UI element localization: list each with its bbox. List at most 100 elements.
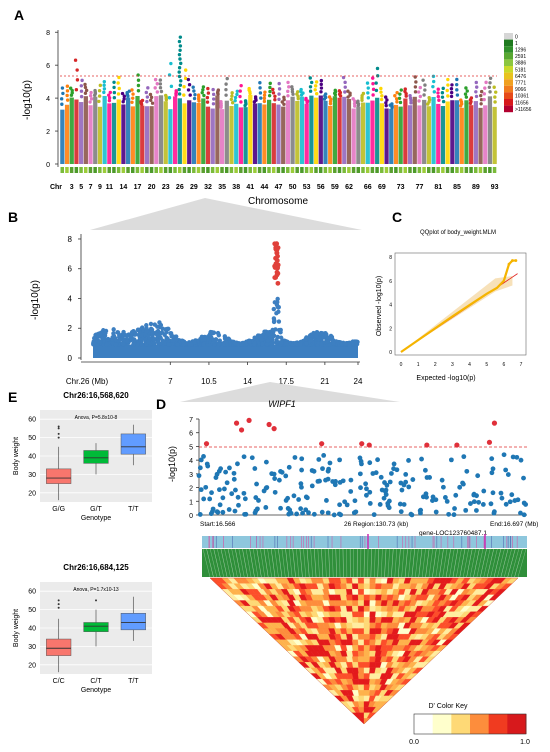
panel-a-point (211, 102, 216, 106)
panel-d-heatmap-cell (357, 600, 365, 607)
panel-b-point (279, 340, 284, 345)
panel-a-point (361, 91, 366, 96)
panel-a-point (423, 83, 427, 87)
panel-d-point (490, 466, 496, 472)
panel-a-density-cell (107, 167, 111, 173)
panel-a-point (131, 96, 135, 100)
panel-a-density-cell (361, 167, 365, 173)
panel-b-point (168, 331, 173, 336)
panel-a-chromosome-band (140, 105, 145, 164)
panel-d-point (249, 455, 255, 461)
panel-d-point (480, 502, 486, 507)
panel-b-point (324, 332, 329, 337)
panel-b-point (273, 327, 278, 332)
panel-b-point (120, 341, 126, 347)
panel-d-point (306, 510, 311, 516)
panel-a-point (178, 57, 182, 61)
panel-a-point (258, 81, 262, 85)
panel-b-point (189, 341, 194, 347)
panel-a-legend-label: 9066 (515, 87, 526, 93)
panel-a-chromosome-band (459, 107, 464, 164)
panel-d-fan-line (274, 548, 279, 578)
panel-a-point (446, 83, 450, 87)
panel-e2-ylabel: Body weight (13, 609, 20, 647)
panel-d-fan-line (335, 548, 337, 578)
panel-d-heatmap-cell (340, 577, 348, 584)
panel-b-point (252, 340, 257, 346)
panel-d-point (403, 471, 409, 477)
panel-d-point (222, 486, 227, 492)
panel-b-point (118, 337, 123, 342)
panel-a-xtick-label: 59 (331, 184, 339, 191)
panel-a-point (323, 92, 328, 96)
panel-d-point (252, 466, 258, 471)
panel-a-legend-label: 11656 (515, 100, 529, 106)
panel-a-point (169, 61, 173, 66)
panel-d-significant-point (366, 442, 372, 448)
panel-a-point (159, 89, 164, 94)
panel-d-point (272, 476, 278, 481)
panel-a-point (84, 88, 89, 93)
panel-d-heatmap-cell (375, 600, 382, 607)
panel-d-colorkey-max: 1.0 (520, 739, 530, 746)
panel-a-legend-label: >11656 (515, 107, 532, 113)
panel-d-heatmap-cell (363, 611, 371, 618)
panel-a-density-cell (126, 167, 130, 173)
panel-d-point (204, 461, 210, 467)
panel-a-xtick-label: 53 (303, 184, 311, 191)
panel-a-density-cell (309, 167, 314, 173)
panel-a-density-cell (239, 167, 243, 173)
panel-d-heatmap-cell (357, 673, 365, 680)
panel-a-point (450, 83, 454, 87)
panel-d-heatmap-cell (346, 594, 353, 601)
panel-b-point (331, 341, 336, 346)
panel-a-point (229, 97, 234, 102)
panel-a-point (346, 89, 350, 93)
panel-d-ytick-label: 0 (189, 513, 193, 520)
panel-b-point (131, 337, 137, 342)
panel-a-point (178, 48, 182, 52)
panel-a-chromosome-band (107, 103, 112, 164)
panel-a-point (313, 88, 317, 92)
panel-b-point (304, 341, 309, 346)
panel-d-point (442, 495, 448, 500)
panel-a-legend-swatch (504, 46, 513, 53)
panel-a-density-cell (271, 167, 276, 173)
panel-letter-b: B (8, 209, 18, 225)
panel-d-point (451, 512, 457, 518)
panel-b-point (215, 330, 221, 336)
panel-a-point (366, 96, 371, 100)
panel-a-point (493, 100, 497, 104)
panel-d-heatmap-cell (375, 611, 382, 618)
panel-b-point (347, 342, 352, 347)
panel-a-chromosome-band (431, 96, 436, 164)
panel-a-point (183, 76, 188, 81)
panel-b-point (235, 342, 241, 347)
panel-a-chromosome-band (299, 96, 305, 164)
panel-a-density-cell (74, 167, 79, 173)
panel-a-density-cell (380, 167, 384, 173)
panel-a-chromosome-band (318, 95, 323, 164)
panel-b-point (221, 342, 226, 347)
panel-a-point (65, 93, 69, 98)
panel-a-point (262, 99, 267, 104)
panel-d-point (439, 477, 445, 483)
panel-a-chromosome-band (168, 109, 173, 164)
panel-a-density-cell (408, 167, 412, 173)
panel-d-heatmap-cell (363, 656, 371, 663)
panel-d-fan-line (245, 548, 252, 578)
panel-a-density-cell (159, 167, 163, 173)
panel-a-point (314, 80, 319, 84)
panel-e2-ytick-label: 50 (28, 607, 36, 614)
panel-d-heatmap-cell (357, 690, 365, 697)
panel-a-density-cell (276, 167, 281, 173)
panel-d-heatmap-cell (363, 617, 371, 624)
panel-d-fan-line (387, 548, 390, 578)
panel-d-point (391, 466, 396, 472)
panel-e1-outlier (57, 436, 60, 439)
panel-a-point (206, 86, 210, 91)
panel-d-point (299, 456, 305, 462)
panel-a-density-strip (60, 167, 497, 173)
panel-a-chromosome-band (422, 99, 427, 164)
